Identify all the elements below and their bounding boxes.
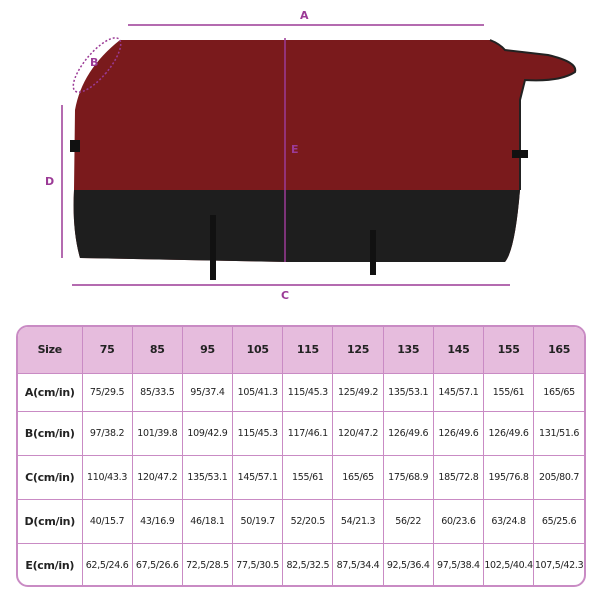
table-cell: 131/51.6 <box>533 410 584 456</box>
table-cell: 97/38.2 <box>81 410 133 456</box>
table-cell: 205/80.7 <box>533 454 584 500</box>
size-header: Size <box>18 327 83 374</box>
table-cell: 117/46.1 <box>282 410 334 456</box>
table-cell: 97,5/38.4 <box>432 542 485 585</box>
table-cell: 87,5/34.4 <box>332 542 384 585</box>
label-e: E <box>291 143 299 156</box>
size-column-header: 85 <box>131 327 183 374</box>
label-d: D <box>45 175 55 188</box>
table-cell: 120/47.2 <box>332 410 384 456</box>
table-cell: 195/76.8 <box>482 454 535 500</box>
size-column-header: 165 <box>533 327 584 374</box>
table-cell: 92,5/36.4 <box>382 542 434 585</box>
table-cell: 82,5/32.5 <box>282 542 334 585</box>
table-cell: 46/18.1 <box>181 498 234 544</box>
row-label: D(cm/in) <box>18 498 83 544</box>
row-label: C(cm/in) <box>18 454 83 500</box>
table-cell: 115/45.3 <box>232 410 284 456</box>
table-cell: 115/45.3 <box>282 372 334 412</box>
table-cell: 135/53.1 <box>382 372 434 412</box>
table-row: B(cm/in) 97/38.2 101/39.8 109/42.9 115/45.3 1… <box>18 410 584 456</box>
row-label: B(cm/in) <box>18 410 83 456</box>
row-label: E(cm/in) <box>18 542 83 585</box>
table-cell: 43/16.9 <box>131 498 183 544</box>
table-cell: 145/57.1 <box>432 372 485 412</box>
table-cell: 109/42.9 <box>181 410 234 456</box>
table-cell: 56/22 <box>382 498 434 544</box>
table-row: E(cm/in) 62,5/24.6 67,5/26.6 72,5/28.5 77,5/… <box>18 542 584 585</box>
label-c: C <box>281 289 290 302</box>
size-column-header: 105 <box>232 327 284 374</box>
table-cell: 126/49.6 <box>482 410 535 456</box>
table-cell: 67,5/26.6 <box>131 542 183 585</box>
header-row: Size 75 85 95 105 115 125 135 145 155 165 <box>18 327 584 374</box>
table-cell: 40/15.7 <box>81 498 133 544</box>
table-cell: 175/68.9 <box>382 454 434 500</box>
blanket-illustration <box>61 24 577 286</box>
dimension-b-ellipse <box>72 37 122 93</box>
table-cell: 110/43.3 <box>81 454 133 500</box>
table-cell: 135/53.1 <box>181 454 234 500</box>
row-label: A(cm/in) <box>18 372 83 412</box>
table-cell: 75/29.5 <box>81 372 133 412</box>
table-row: C(cm/in) 110/43.3 120/47.2 135/53.1 145/57.1… <box>18 454 584 500</box>
table-cell: 102,5/40.4 <box>482 542 535 585</box>
table-cell: 126/49.6 <box>432 410 485 456</box>
table-cell: 125/49.2 <box>332 372 384 412</box>
table-cell: 65/25.6 <box>533 498 584 544</box>
size-column-header: 95 <box>181 327 234 374</box>
size-column-header: 135 <box>382 327 434 374</box>
table-cell: 63/24.8 <box>482 498 535 544</box>
size-column-header: 75 <box>81 327 133 374</box>
table-row: D(cm/in) 40/15.7 43/16.9 46/18.1 50/19.7 52/2… <box>18 498 584 544</box>
table-row: A(cm/in) 75/29.5 85/33.5 95/37.4 105/41.3 115… <box>18 372 584 412</box>
table-cell: 101/39.8 <box>131 410 183 456</box>
table-cell: 105/41.3 <box>232 372 284 412</box>
size-chart-table: Size 75 85 95 105 115 125 135 145 155 165 A(cm/in)… <box>16 325 586 587</box>
table-cell: 77,5/30.5 <box>232 542 284 585</box>
label-b: B <box>90 56 99 69</box>
table-cell: 155/61 <box>282 454 334 500</box>
size-column-header: 155 <box>482 327 535 374</box>
table-cell: 52/20.5 <box>282 498 334 544</box>
table-cell: 95/37.4 <box>181 372 234 412</box>
table-cell: 165/65 <box>533 372 584 412</box>
size-column-header: 145 <box>432 327 485 374</box>
table-cell: 126/49.6 <box>382 410 434 456</box>
size-column-header: 125 <box>332 327 384 374</box>
table-cell: 50/19.7 <box>232 498 284 544</box>
size-column-header: 115 <box>282 327 334 374</box>
table-cell: 155/61 <box>482 372 535 412</box>
label-a: A <box>300 9 309 22</box>
table-cell: 54/21.3 <box>332 498 384 544</box>
table-cell: 85/33.5 <box>131 372 183 412</box>
table-cell: 60/23.6 <box>432 498 485 544</box>
table-cell: 120/47.2 <box>131 454 183 500</box>
horse-blanket <box>70 39 577 280</box>
table-cell: 145/57.1 <box>232 454 284 500</box>
table-cell: 72,5/28.5 <box>181 542 234 585</box>
table-cell: 107,5/42.3 <box>533 542 584 585</box>
table-cell: 165/65 <box>332 454 384 500</box>
table-cell: 185/72.8 <box>432 454 485 500</box>
table-cell: 62,5/24.6 <box>81 542 133 585</box>
